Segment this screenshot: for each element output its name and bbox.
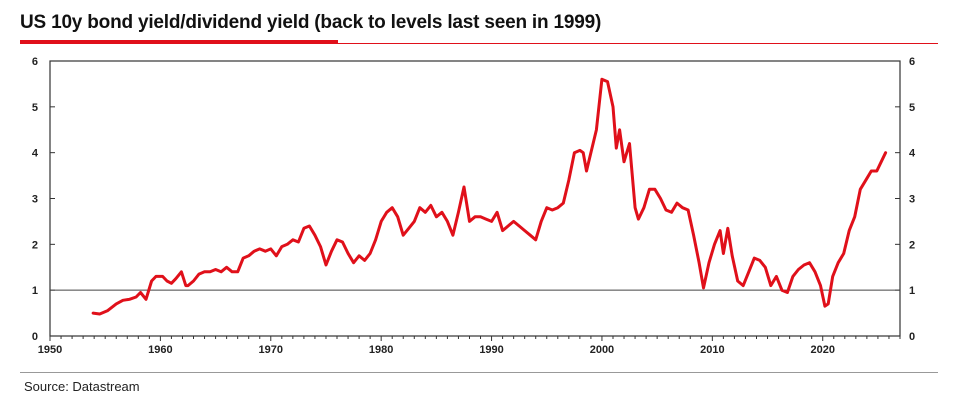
x-tick-label: 2020 bbox=[810, 344, 834, 356]
y-tick-label-left: 3 bbox=[32, 194, 38, 206]
x-tick-label: 1970 bbox=[259, 344, 283, 356]
footer-rule bbox=[20, 372, 938, 373]
y-tick-label-right: 6 bbox=[909, 56, 915, 68]
x-tick-label: 2010 bbox=[700, 344, 724, 356]
y-tick-label-right: 0 bbox=[909, 331, 915, 343]
chart-axes: 0 0 1 1 2 2 3 3 4 4 5 5 6 6 1950 1960 1970 1980 1990 2000 20… bbox=[32, 56, 916, 356]
y-tick-label-right: 5 bbox=[909, 102, 915, 114]
y-tick-label-left: 1 bbox=[32, 285, 38, 297]
y-tick-label-right: 1 bbox=[909, 285, 915, 297]
x-tick-label: 1990 bbox=[479, 344, 503, 356]
chart-marks bbox=[50, 77, 900, 316]
y-tick-label-left: 0 bbox=[32, 331, 38, 343]
title-underline-rule bbox=[20, 43, 938, 44]
y-tick-label-right: 3 bbox=[909, 194, 915, 206]
y-tick-label-right: 2 bbox=[909, 239, 915, 251]
y-tick-label-left: 6 bbox=[32, 56, 38, 68]
source-note: Source: Datastream bbox=[24, 379, 140, 394]
x-tick-label: 1980 bbox=[369, 344, 393, 356]
y-tick-label-right: 4 bbox=[909, 148, 916, 160]
y-tick-label-left: 2 bbox=[32, 239, 38, 251]
x-tick-label: 1950 bbox=[38, 344, 62, 356]
y-tick-label-left: 5 bbox=[32, 102, 38, 114]
x-tick-label: 2000 bbox=[590, 344, 614, 356]
x-tick-label: 1960 bbox=[148, 344, 172, 356]
title-underline-accent bbox=[20, 40, 338, 44]
y-tick-label-left: 4 bbox=[32, 148, 39, 160]
chart-title: US 10y bond yield/dividend yield (back t… bbox=[20, 12, 602, 33]
plot-frame bbox=[49, 60, 901, 337]
series-line bbox=[91, 77, 888, 316]
